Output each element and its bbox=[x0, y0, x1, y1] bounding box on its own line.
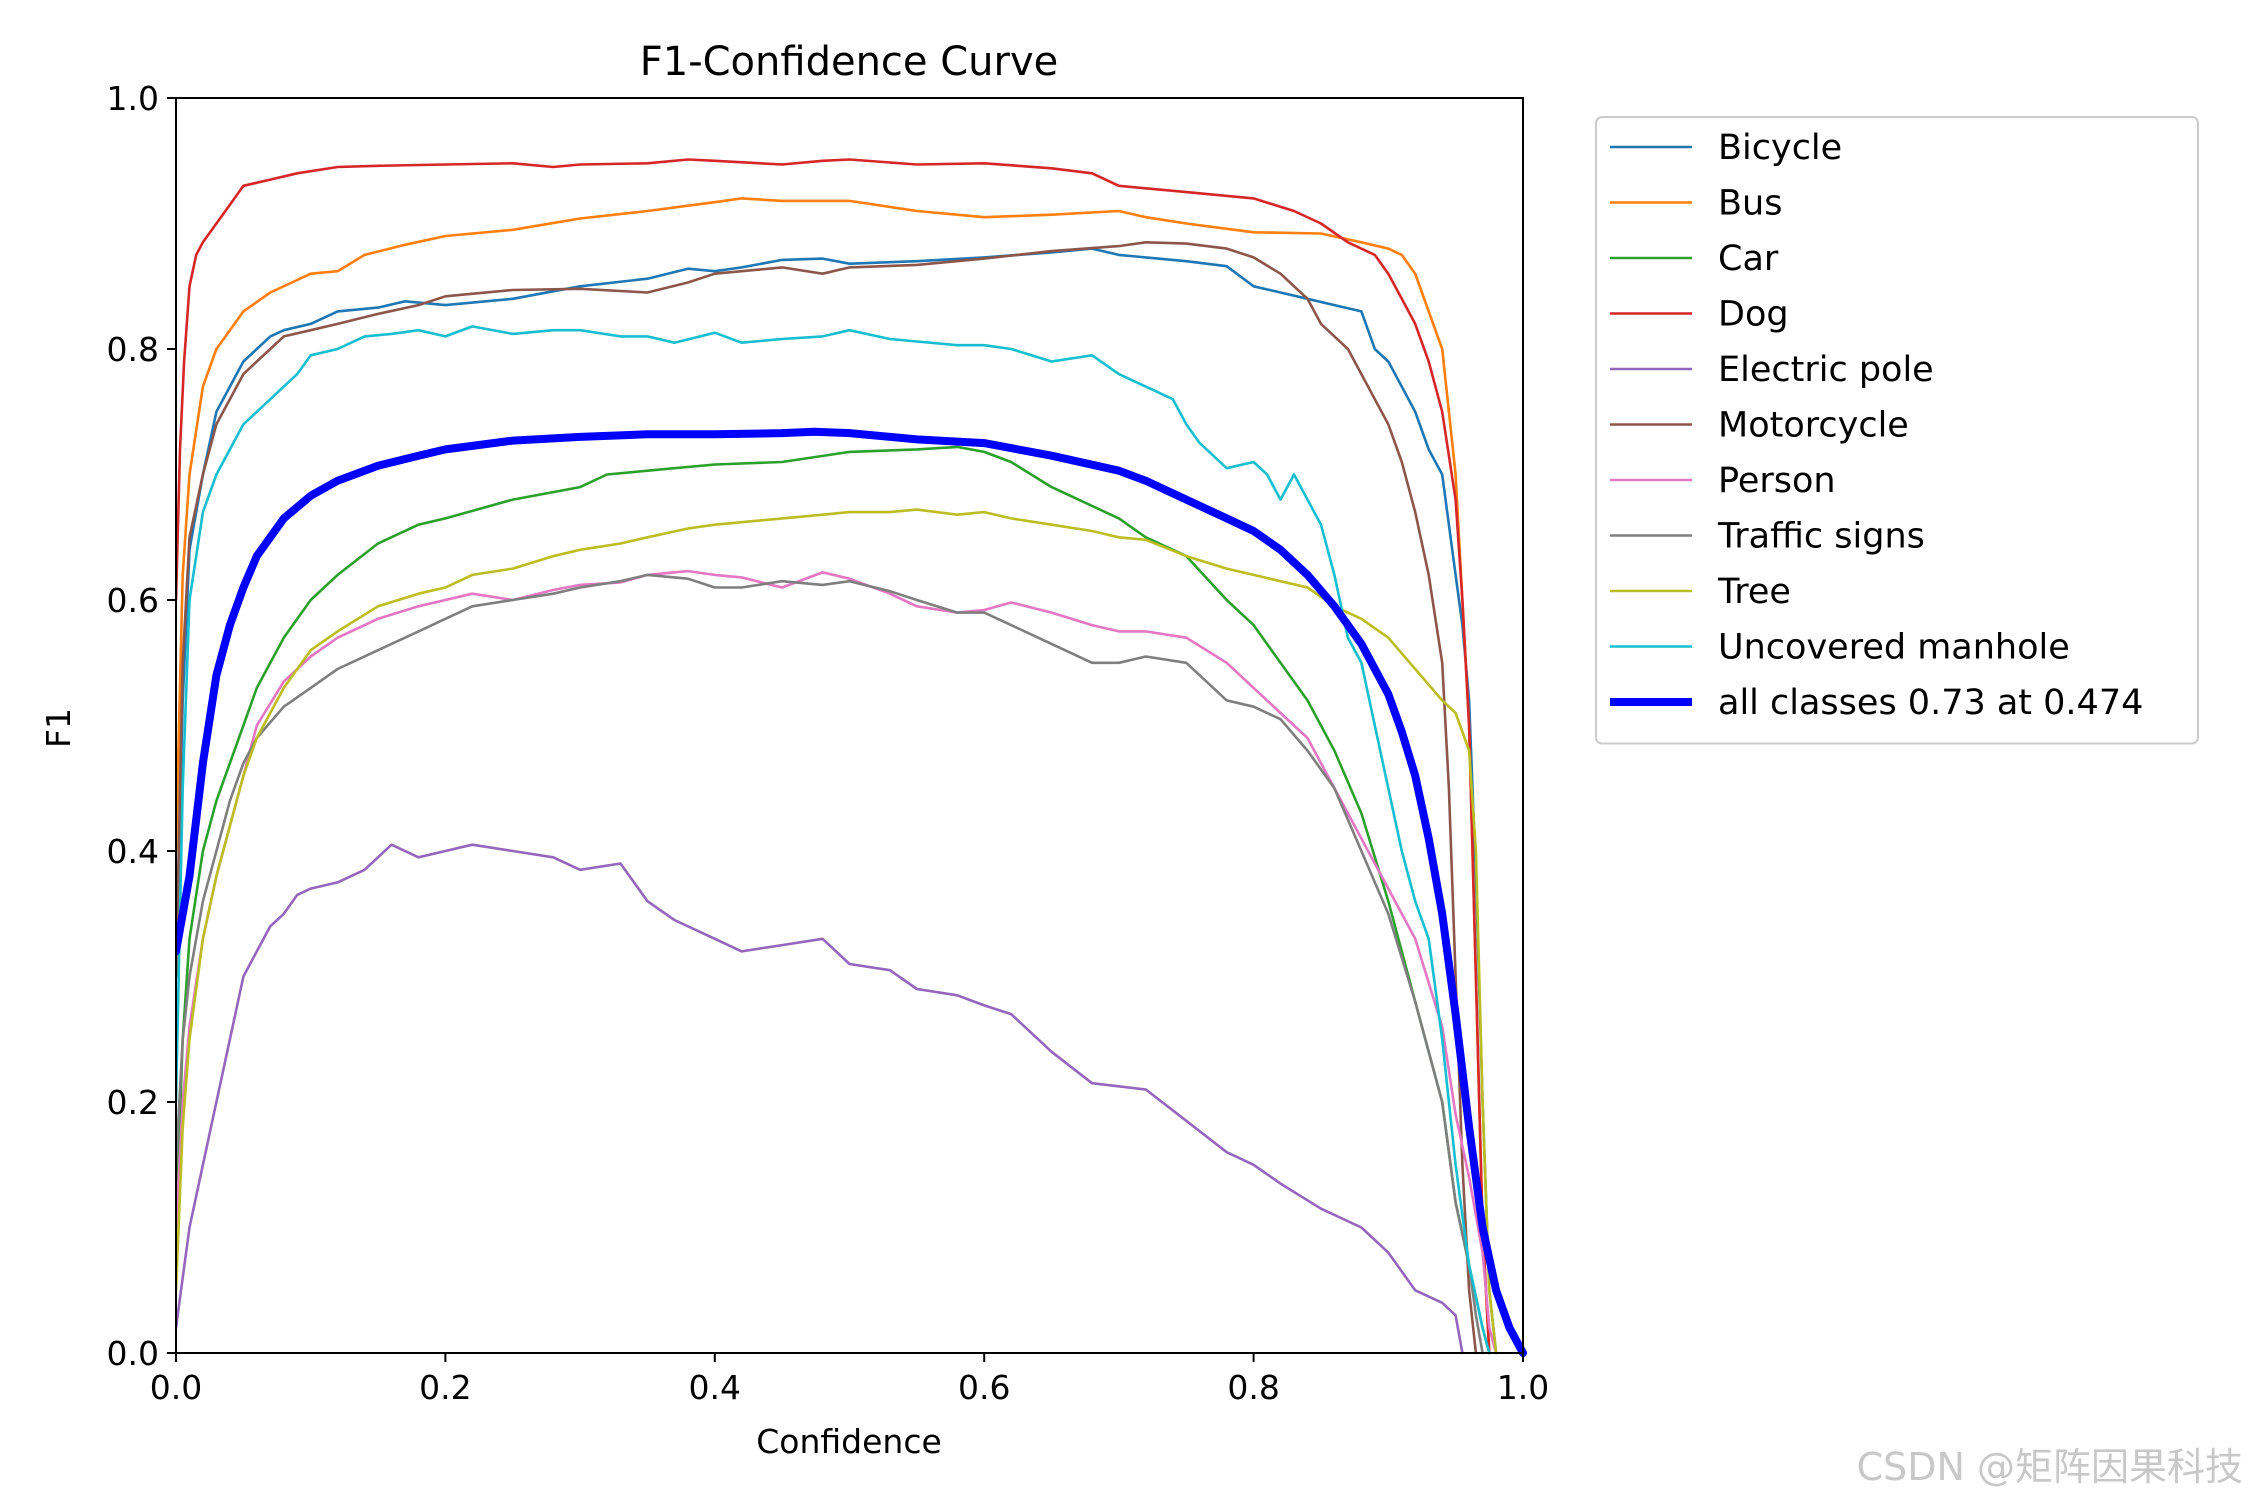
legend-label-10: all classes 0.73 at 0.474 bbox=[1718, 683, 2143, 723]
legend-box bbox=[1595, 116, 2199, 745]
y-tick-label: 0.0 bbox=[107, 1334, 159, 1373]
legend-label-2: Car bbox=[1718, 239, 1779, 279]
watermark-text: CSDN @矩阵因果科技 bbox=[1857, 1445, 2243, 1489]
legend-label-4: Electric pole bbox=[1718, 350, 1934, 390]
y-tick-label: 0.4 bbox=[107, 832, 159, 871]
x-tick-label: 0.4 bbox=[689, 1368, 741, 1407]
legend-label-5: Motorcycle bbox=[1718, 406, 1909, 446]
series-line-0 bbox=[176, 247, 1498, 1355]
series-line-8 bbox=[176, 508, 1498, 1355]
x-tick-label: 0.8 bbox=[1227, 1368, 1279, 1407]
series-line-4 bbox=[176, 843, 1464, 1355]
chart-title: F1-Confidence Curve bbox=[640, 39, 1059, 85]
legend-label-3: Dog bbox=[1718, 295, 1789, 335]
series-line-5 bbox=[176, 241, 1478, 1355]
plot-area bbox=[176, 158, 1527, 1357]
legend-label-7: Traffic signs bbox=[1717, 517, 1925, 557]
legend-label-6: Person bbox=[1718, 461, 1836, 501]
series-line-3 bbox=[176, 158, 1491, 1355]
x-tick-label: 1.0 bbox=[1497, 1368, 1549, 1407]
series-line-7 bbox=[176, 573, 1484, 1355]
y-tick-label: 0.6 bbox=[107, 581, 159, 620]
x-tick-label: 0.0 bbox=[150, 1368, 202, 1407]
series-line-1 bbox=[176, 197, 1491, 1355]
axes: 0.0 0.2 0.4 0.6 0.8 1.0 0.0 0.2 0.4 0.6 0.8 1.0 bbox=[107, 79, 1550, 1407]
series-lines bbox=[176, 158, 1527, 1357]
series-line-2 bbox=[176, 445, 1491, 1355]
y-tick-label: 0.8 bbox=[107, 330, 159, 369]
y-axis-label: F1 bbox=[39, 708, 78, 748]
legend-label-8: Tree bbox=[1717, 572, 1791, 612]
x-tick-label: 0.2 bbox=[419, 1368, 471, 1407]
axes-frame bbox=[175, 97, 1524, 1354]
legend-label-0: Bicycle bbox=[1718, 128, 1842, 168]
legend-label-1: Bus bbox=[1718, 184, 1782, 224]
legend-label-9: Uncovered manhole bbox=[1718, 628, 2070, 668]
x-axis-label: Confidence bbox=[756, 1422, 942, 1461]
legend: Bicycle Bus Car Dog Electric pole Motorcycle P… bbox=[1595, 116, 2199, 745]
series-line-9 bbox=[176, 325, 1491, 1355]
series-line-6 bbox=[176, 569, 1498, 1355]
y-tick-label: 0.2 bbox=[107, 1083, 159, 1122]
x-tick-label: 0.6 bbox=[958, 1368, 1010, 1407]
series-line-10 bbox=[176, 427, 1527, 1357]
y-tick-label: 1.0 bbox=[107, 79, 159, 118]
